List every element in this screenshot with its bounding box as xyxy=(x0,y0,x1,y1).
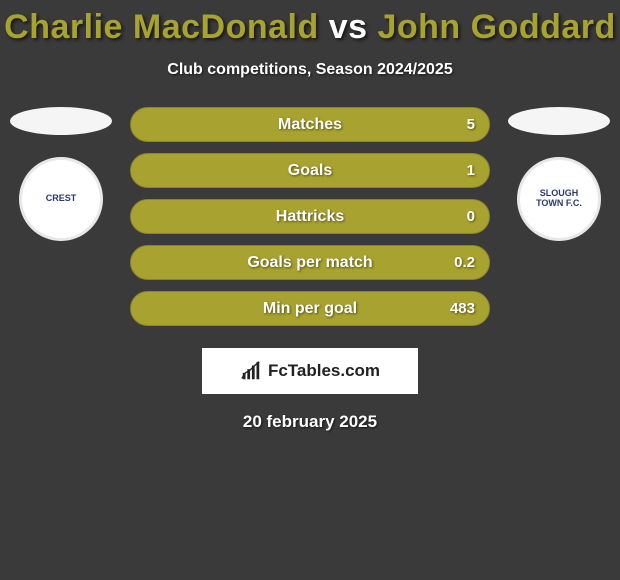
stat-row-mpg: Min per goal 483 xyxy=(130,291,490,326)
flag-right xyxy=(508,107,610,135)
stat-right-value: 483 xyxy=(450,300,475,317)
stat-right-value: 0.2 xyxy=(454,254,475,271)
stat-right-value: 5 xyxy=(467,116,475,133)
date-text: 20 february 2025 xyxy=(0,412,620,432)
stat-label: Min per goal xyxy=(263,300,357,318)
stat-row-goals: Goals 1 xyxy=(130,153,490,188)
stat-right-value: 0 xyxy=(467,208,475,225)
team-right-column: SLOUGH TOWN F.C. xyxy=(504,107,614,241)
flag-left xyxy=(10,107,112,135)
subtitle: Club competitions, Season 2024/2025 xyxy=(0,61,620,79)
stat-row-matches: Matches 5 xyxy=(130,107,490,142)
brand-text: FcTables.com xyxy=(268,361,380,381)
team-left-column: CREST xyxy=(6,107,116,241)
comparison-title: Charlie MacDonald vs John Goddard xyxy=(0,0,620,47)
stat-row-gpm: Goals per match 0.2 xyxy=(130,245,490,280)
stat-row-hattricks: Hattricks 0 xyxy=(130,199,490,234)
stat-label: Matches xyxy=(278,116,342,134)
stat-label: Goals per match xyxy=(247,254,372,272)
stat-label: Goals xyxy=(288,162,332,180)
stat-right-value: 1 xyxy=(467,162,475,179)
crest-left: CREST xyxy=(19,157,103,241)
player1-name: Charlie MacDonald xyxy=(4,8,319,46)
brand-box: FcTables.com xyxy=(202,348,418,394)
stats-table: Matches 5 Goals 1 Hattricks 0 Goals per … xyxy=(116,107,504,326)
comparison-layout: CREST Matches 5 Goals 1 Hattricks 0 Goal… xyxy=(0,107,620,326)
crest-right: SLOUGH TOWN F.C. xyxy=(517,157,601,241)
stat-label: Hattricks xyxy=(276,208,344,226)
player2-name: John Goddard xyxy=(377,8,615,46)
vs-text: vs xyxy=(329,8,368,46)
chart-icon xyxy=(240,360,262,382)
